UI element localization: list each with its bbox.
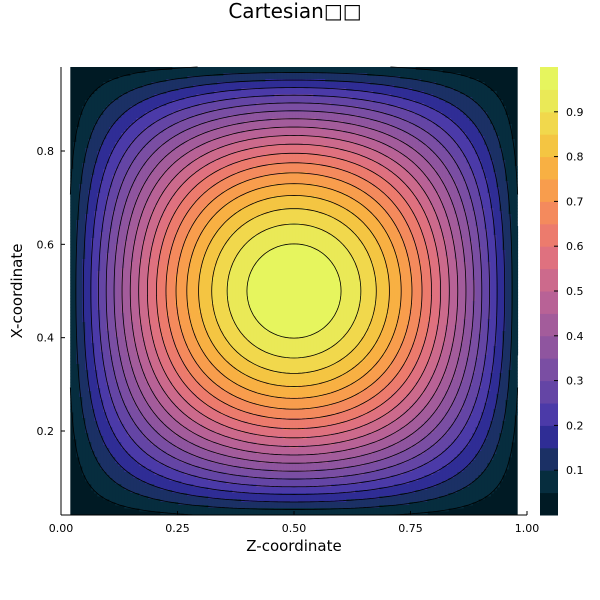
colorbar-band <box>540 447 558 471</box>
contour-line-0.6 <box>156 152 432 430</box>
y-tick-label: 0.4 <box>37 332 55 345</box>
x-tick-label: 0.50 <box>282 522 307 535</box>
colorbar-tick-label: 0.1 <box>566 464 584 477</box>
colorbar-tick-label: 0.4 <box>566 330 584 343</box>
contour-line-0.8 <box>198 195 390 387</box>
colorbar-band <box>540 313 558 337</box>
contour-line-0.65 <box>165 162 423 420</box>
contour-line-0.55 <box>146 143 442 439</box>
colorbar-band <box>540 156 558 180</box>
y-tick-label: 0.2 <box>37 425 55 438</box>
colorbar-band <box>540 268 558 292</box>
contour-line-0.3 <box>105 102 483 480</box>
colorbar-tick-label: 0.8 <box>566 151 584 164</box>
y-axis: 0.2 0.4 0.6 0.8 <box>37 67 65 515</box>
x-tick-label: 0.75 <box>398 522 423 535</box>
colorbar-band <box>540 425 558 449</box>
contour-line-0.75 <box>186 183 402 399</box>
colorbar-band <box>540 335 558 359</box>
contour-line-0.2 <box>90 87 498 495</box>
x-tick-label: 0.00 <box>49 522 74 535</box>
x-axis: 0.00 0.25 0.50 0.75 1.00 <box>49 511 540 535</box>
contour-line-0.4 <box>121 118 467 464</box>
colorbar-band <box>540 67 558 90</box>
x-tick-label: 0.25 <box>165 522 190 535</box>
colorbar-band <box>540 223 558 247</box>
contour-line-0.05 <box>69 66 519 516</box>
contour-line-0.15 <box>82 79 506 503</box>
contour-line-0.9 <box>226 223 362 359</box>
contour-line-0.25 <box>98 94 490 488</box>
contour-line-0.95 <box>246 243 342 339</box>
contour-line-0.7 <box>175 172 413 410</box>
contour-line-0.35 <box>113 110 475 472</box>
contour-line-0.45 <box>129 126 459 456</box>
y-axis-label: X-coordinate <box>8 244 26 339</box>
colorbar-band <box>540 134 558 158</box>
colorbar-band <box>540 380 558 404</box>
y-tick-label: 0.6 <box>37 238 55 251</box>
contour-fill <box>70 67 519 516</box>
colorbar-band <box>540 89 558 113</box>
colorbar-band <box>540 358 558 382</box>
contour-line-0.1 <box>75 72 513 510</box>
colorbar-band <box>540 492 558 516</box>
colorbar-tick-label: 0.7 <box>566 195 584 208</box>
plot-area <box>69 66 519 516</box>
colorbar-band <box>540 291 558 314</box>
contour-lines <box>69 66 519 516</box>
colorbar-tick-label: 0.2 <box>566 419 584 432</box>
x-axis-label: Z-coordinate <box>246 537 341 555</box>
colorbar-tick-label: 0.6 <box>566 240 584 253</box>
colorbar-band <box>540 111 558 135</box>
x-tick-label: 1.00 <box>515 522 540 535</box>
colorbar: 0.1 0.2 0.3 0.4 0.5 0.6 0.7 0.8 0.9 <box>540 67 584 516</box>
y-tick-label: 0.8 <box>37 145 55 158</box>
colorbar-tick-label: 0.9 <box>566 106 584 119</box>
contour-line-0.5 <box>138 135 450 447</box>
colorbar-tick-label: 0.3 <box>566 375 584 388</box>
colorbar-band <box>540 246 558 270</box>
contour-line-0.85 <box>211 208 377 374</box>
chart-title: Cartesian□□ <box>228 0 361 23</box>
colorbar-tick-label: 0.5 <box>566 285 584 298</box>
colorbar-band <box>540 470 558 494</box>
colorbar-band <box>540 403 558 426</box>
colorbar-band <box>540 201 558 225</box>
colorbar-band <box>540 179 558 202</box>
